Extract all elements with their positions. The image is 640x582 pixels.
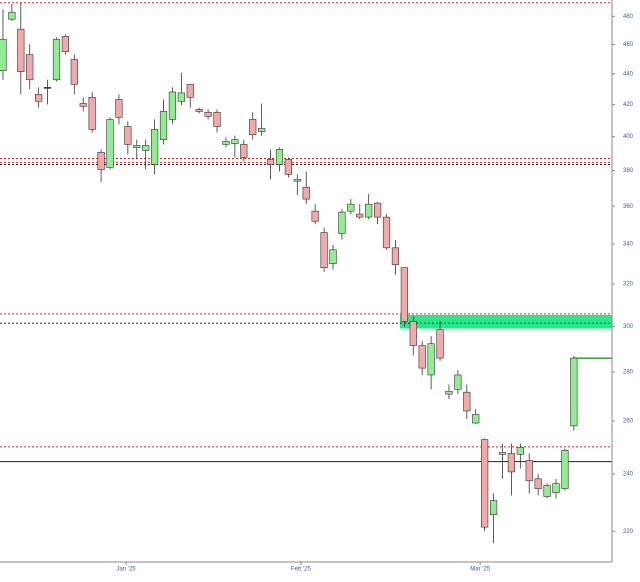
- zone: [399, 314, 612, 329]
- candle-body: [427, 343, 435, 376]
- candle-body: [391, 247, 400, 265]
- y-tick-label: 480: [623, 14, 634, 20]
- candle-body: [222, 141, 230, 145]
- candle-body: [516, 447, 524, 455]
- candle-body: [454, 374, 462, 390]
- y-tick-label: 360: [623, 204, 634, 210]
- candle-body: [52, 38, 61, 81]
- candle-body: [382, 216, 391, 249]
- candle-body: [293, 178, 301, 182]
- candle-body: [507, 453, 516, 473]
- candle-body: [186, 84, 194, 98]
- candle-body: [329, 249, 337, 264]
- candle-body: [525, 460, 533, 482]
- y-tick-label: 220: [623, 529, 634, 535]
- candle-body: [258, 128, 266, 132]
- candle-body: [61, 35, 69, 52]
- y-tick-label: 320: [623, 282, 634, 288]
- candle-body: [570, 357, 578, 427]
- y-tick-label: 400: [623, 134, 634, 140]
- candle-body: [8, 11, 16, 20]
- candle-body: [195, 109, 203, 112]
- candle-body: [347, 203, 355, 212]
- y-tick-label: 340: [623, 242, 634, 248]
- candle-body: [35, 94, 43, 102]
- candle-body: [365, 203, 373, 218]
- candle-body: [373, 202, 382, 218]
- candle-body: [177, 92, 185, 102]
- candle-body: [115, 99, 123, 118]
- y-tick-label: 240: [623, 471, 634, 477]
- candle-body: [481, 439, 489, 528]
- candle-body: [231, 139, 239, 144]
- y-tick-label: 420: [623, 102, 634, 108]
- candle-body: [106, 119, 114, 168]
- candle-body: [43, 87, 52, 89]
- candle-body: [338, 211, 346, 234]
- candle-body: [418, 345, 426, 369]
- y-tick-label: 440: [623, 71, 634, 77]
- candle-body: [311, 210, 319, 222]
- candle-body: [436, 329, 444, 359]
- y-tick-label: 300: [623, 324, 634, 330]
- x-tick-label: Jan '25: [116, 567, 136, 573]
- y-tick-label: 460: [623, 42, 634, 48]
- candle-body: [498, 452, 507, 455]
- candle-body: [88, 97, 96, 130]
- x-tick-label: Feb '25: [291, 567, 311, 573]
- candle-body: [489, 500, 498, 515]
- x-tick-label: Mar '25: [470, 567, 490, 573]
- candle-body: [472, 414, 480, 424]
- candle-body: [266, 159, 275, 165]
- candle-body: [552, 483, 560, 493]
- candle-body: [213, 112, 221, 127]
- candle-body: [445, 390, 453, 395]
- candle-body: [204, 112, 212, 117]
- candle-body: [320, 232, 328, 268]
- candle-body: [356, 213, 364, 218]
- candle-body: [26, 54, 34, 81]
- candle-body: [142, 145, 150, 151]
- candle-body: [79, 103, 87, 107]
- candle-body: [463, 391, 471, 412]
- candle-body: [17, 28, 25, 72]
- y-tick-label: 380: [623, 168, 634, 174]
- candle-body: [70, 59, 78, 85]
- candle-body: [159, 111, 168, 140]
- candle-body: [302, 186, 310, 200]
- candle-body: [400, 267, 408, 322]
- candle-body: [534, 478, 542, 489]
- candle-body: [249, 119, 257, 135]
- candle-body: [133, 145, 141, 148]
- candle-body: [561, 450, 569, 489]
- candle-body: [240, 144, 248, 158]
- candle-body: [124, 126, 132, 145]
- candle-body: [275, 149, 284, 165]
- candle-body: [543, 485, 551, 497]
- y-tick-label: 280: [623, 370, 634, 376]
- candle-body: [0, 38, 7, 71]
- candle-body: [168, 91, 177, 120]
- candle-body: [409, 320, 417, 346]
- candle-body: [97, 152, 105, 170]
- y-tick-label: 260: [623, 419, 634, 425]
- candle-body: [151, 129, 159, 165]
- candle-body: [284, 159, 293, 175]
